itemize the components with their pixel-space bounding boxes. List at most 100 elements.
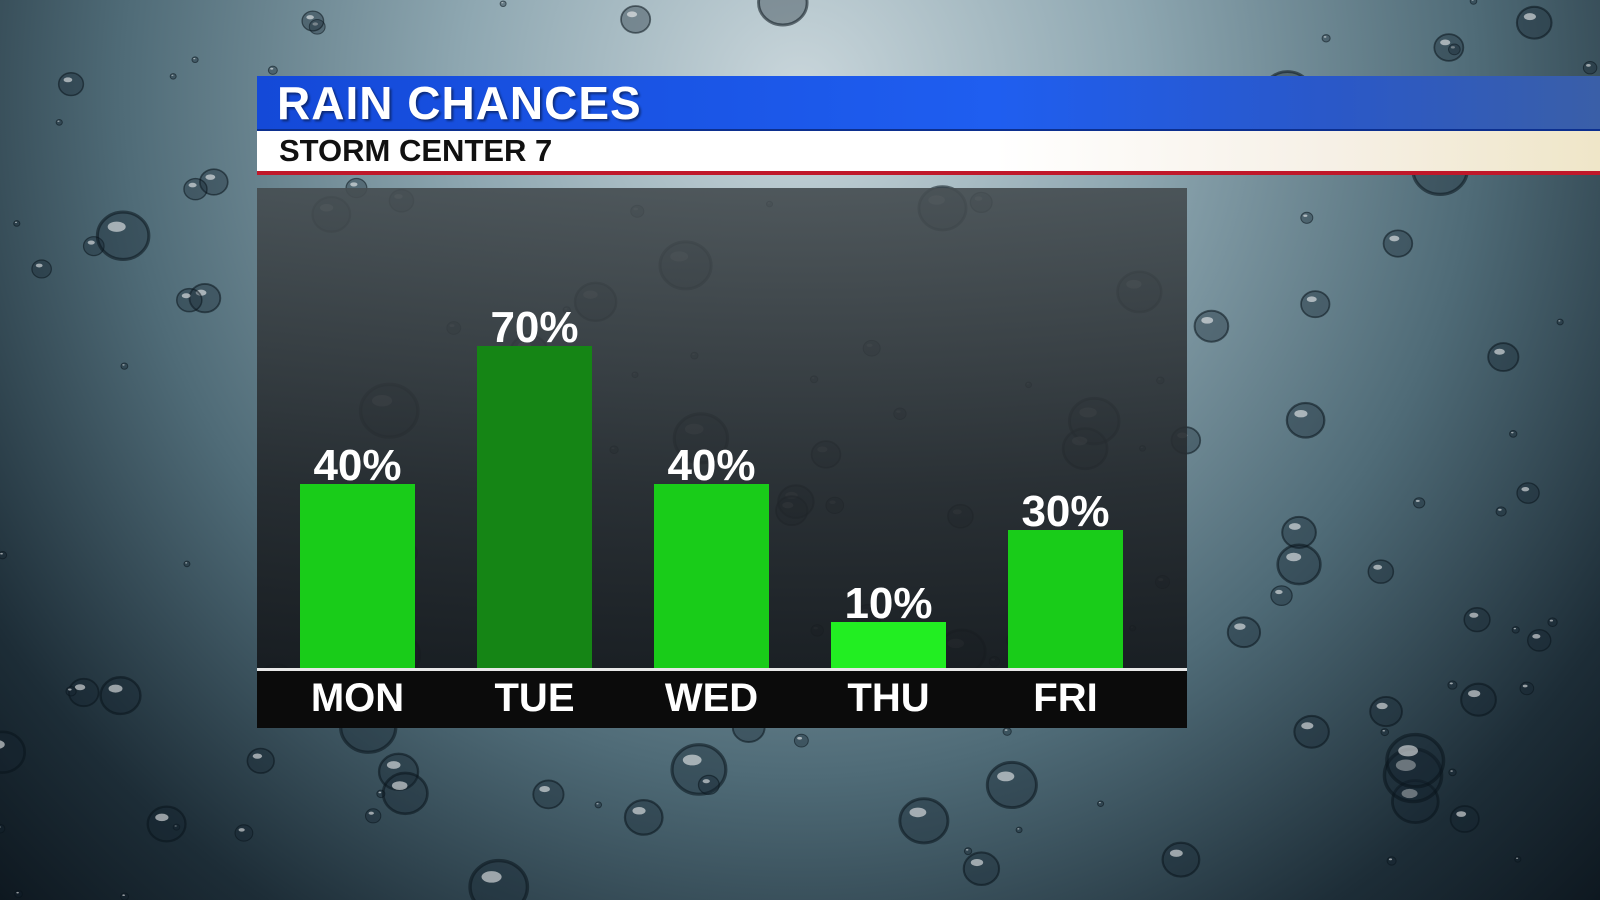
raindrop [898,797,950,845]
raindrop [1447,680,1458,690]
raindrop [65,686,77,697]
raindrop [0,823,6,834]
raindrop [670,743,728,796]
value-label-tue: 70% [490,303,578,352]
title-bar: RAIN CHANCES [257,76,1600,131]
chart-panel: 40% MON 70% TUE 40% WED 10% THU 30% FRI [257,188,1187,728]
raindrop [532,779,565,810]
raindrop [0,730,26,774]
raindrop [169,73,177,80]
raindrop [183,560,191,568]
raindrop [594,801,603,809]
raindrop [146,805,187,843]
raindrop [55,119,63,126]
raindrop [697,774,720,795]
raindrop [13,220,21,227]
raindrop [1463,607,1491,633]
raindrop [1515,5,1553,40]
raindrop [1002,727,1012,736]
raindrop [1495,506,1507,517]
raindrop [1385,732,1446,789]
raindrop [1582,61,1598,75]
day-label-tue: TUE [495,676,575,720]
raindrop [1460,682,1497,717]
raindrop [99,676,142,716]
raindrop [1433,33,1465,62]
raindrop [1413,497,1426,509]
raindrop [301,10,325,32]
bar-wed [654,484,769,668]
raindrop [499,0,507,8]
chart-title: RAIN CHANCES [277,77,642,129]
raindrop [793,733,809,748]
raindrop [1097,800,1105,807]
raindrop [963,847,973,856]
raindrop [1526,629,1552,652]
raindrop [381,771,429,816]
raindrop [1449,805,1480,833]
raindrop [985,760,1038,810]
raindrop [1448,768,1457,777]
value-label-mon: 40% [313,441,401,490]
value-label-thu: 10% [844,579,932,628]
raindrop [1281,515,1317,549]
raindrop [962,851,1001,887]
raindrop [1369,695,1403,728]
raindrop [234,824,254,842]
raindrop [1193,309,1230,343]
raindrop [1380,728,1390,737]
raindrop [623,798,664,836]
raindrop [1511,626,1520,634]
raindrop [267,65,278,75]
bar-tue [477,346,592,668]
raindrop [1300,290,1331,319]
raindrop [1015,826,1023,834]
day-label-strip [257,671,1187,728]
bar-mon [300,484,415,668]
raindrop [1448,43,1461,56]
raindrop [57,72,85,97]
raindrop [191,56,199,64]
raindrop [1382,229,1414,258]
raindrop [620,5,652,34]
day-label-thu: THU [847,676,929,720]
bar-thu [831,622,946,668]
raindrop [120,892,130,900]
raindrop [175,287,203,313]
raindrop [1386,856,1397,866]
raindrop [1285,401,1326,439]
day-label-wed: WED [665,676,758,720]
raindrop [1270,585,1293,607]
raindrop [1487,342,1520,372]
raindrop [757,0,809,27]
raindrop [365,808,382,824]
raindrop [0,550,8,560]
chart-baseline [257,668,1187,671]
raindrop [120,362,129,370]
raindrop [172,823,181,831]
value-label-wed: 40% [667,441,755,490]
raindrop [1519,681,1535,696]
raindrop [31,259,52,279]
raindrop [1469,0,1478,5]
raindrop [1161,841,1201,878]
bar-fri [1008,530,1123,668]
raindrop [1556,318,1564,326]
subtitle-bar: STORM CENTER 7 [257,131,1600,175]
raindrop [1226,616,1262,649]
day-label-mon: MON [311,676,404,720]
raindrop [67,677,100,708]
raindrop [1300,211,1314,224]
raindrop [468,858,530,900]
raindrop [14,890,23,899]
raindrop [1509,430,1518,438]
raindrop [1293,714,1330,749]
raindrop [1514,856,1522,863]
value-label-fri: 30% [1021,487,1109,536]
raindrop [95,210,151,261]
day-label-fri: FRI [1033,676,1097,720]
raindrop [1321,34,1331,43]
raindrop [246,747,275,774]
raindrop [1516,482,1540,504]
raindrop [1276,543,1322,586]
